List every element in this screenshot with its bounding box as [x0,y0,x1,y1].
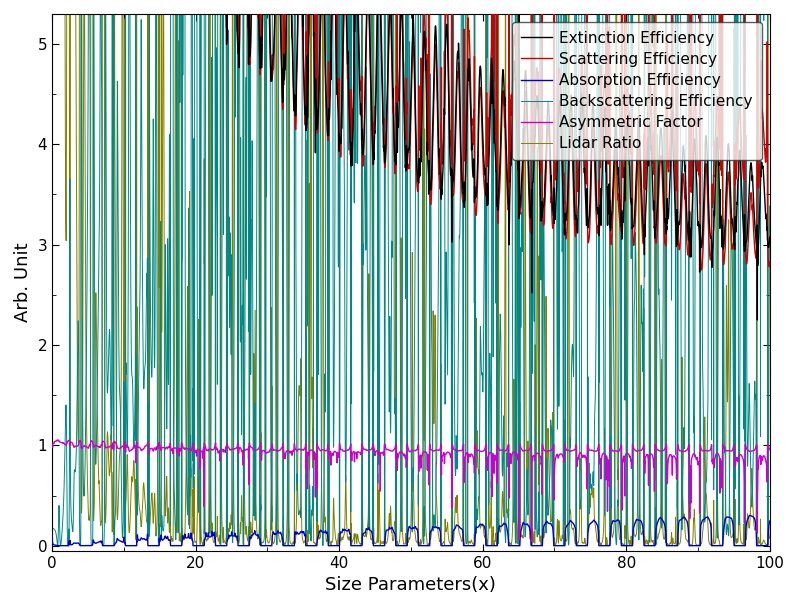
Absorption Efficiency [745,512,755,519]
Backscattering Efficiency [638,327,647,334]
X-axis label: Size Parameters(x): Size Parameters(x) [326,576,496,594]
Lidar Ratio [583,526,593,533]
Lidar Ratio [514,542,523,549]
Asymmetric Factor [527,537,536,545]
Asymmetric Factor [47,443,57,451]
Line: Backscattering Efficiency: Backscattering Efficiency [52,0,770,545]
Backscattering Efficiency [765,202,775,210]
Asymmetric Factor [583,442,593,449]
Extinction Efficiency [753,316,762,323]
Backscattering Efficiency [478,386,488,393]
Scattering Efficiency [583,228,592,235]
Absorption Efficiency [478,521,488,528]
Absorption Efficiency [178,532,188,539]
Absorption Efficiency [514,542,523,549]
Y-axis label: Arb. Unit: Arb. Unit [14,243,32,322]
Absorption Efficiency [322,530,331,537]
Scattering Efficiency [638,227,647,235]
Absorption Efficiency [583,534,592,542]
Line: Extinction Efficiency: Extinction Efficiency [52,0,770,320]
Lidar Ratio [638,530,647,537]
Scattering Efficiency [765,258,775,266]
Absorption Efficiency [53,542,62,549]
Asymmetric Factor [638,446,647,453]
Asymmetric Factor [514,458,523,466]
Extinction Efficiency [765,233,775,241]
Lidar Ratio [322,538,331,545]
Backscattering Efficiency [402,542,412,549]
Asymmetric Factor [478,447,488,455]
Absorption Efficiency [638,520,647,528]
Line: Lidar Ratio: Lidar Ratio [52,0,770,545]
Asymmetric Factor [178,443,188,450]
Asymmetric Factor [53,437,63,444]
Asymmetric Factor [765,446,775,454]
Extinction Efficiency [638,206,647,213]
Lidar Ratio [478,521,488,528]
Extinction Efficiency [478,127,488,134]
Extinction Efficiency [514,215,523,223]
Asymmetric Factor [322,447,331,454]
Legend: Extinction Efficiency, Scattering Efficiency, Absorption Efficiency, Backscatter: Extinction Efficiency, Scattering Effici… [512,21,762,161]
Absorption Efficiency [47,531,57,539]
Absorption Efficiency [765,517,775,525]
Backscattering Efficiency [583,386,593,393]
Scattering Efficiency [478,148,488,155]
Backscattering Efficiency [178,139,188,147]
Scattering Efficiency [322,114,331,122]
Lidar Ratio [765,535,775,542]
Line: Asymmetric Factor: Asymmetric Factor [52,440,770,541]
Line: Scattering Efficiency: Scattering Efficiency [52,0,770,270]
Line: Absorption Efficiency: Absorption Efficiency [52,516,770,545]
Scattering Efficiency [697,266,706,274]
Scattering Efficiency [514,165,523,173]
Extinction Efficiency [583,220,592,227]
Lidar Ratio [178,533,188,541]
Backscattering Efficiency [47,525,57,532]
Lidar Ratio [514,538,523,545]
Extinction Efficiency [322,102,331,109]
